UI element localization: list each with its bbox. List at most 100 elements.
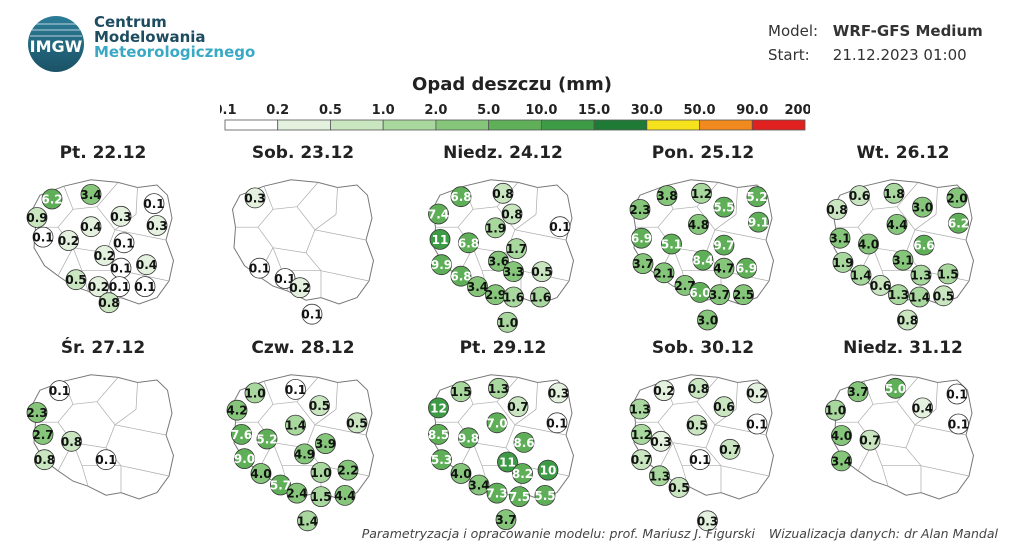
precip-value: 4.9 <box>294 447 315 461</box>
precip-marker <box>113 232 135 254</box>
precip-value: 1.7 <box>506 242 527 256</box>
precip-value: 1.6 <box>530 291 551 305</box>
precip-value: 1.3 <box>910 269 931 283</box>
precip-marker <box>146 215 168 236</box>
precip-value: 0.2 <box>653 384 674 398</box>
precip-marker <box>909 286 930 308</box>
precip-value: 1.5 <box>450 385 471 399</box>
precip-value: 9.9 <box>431 258 452 272</box>
precip-marker <box>503 261 524 283</box>
precip-marker <box>250 463 272 484</box>
precip-value: 0.1 <box>301 308 322 322</box>
precip-marker <box>697 309 718 331</box>
precip-value: 10 <box>540 464 557 478</box>
precip-marker <box>497 451 518 473</box>
precip-value: 0.6 <box>849 189 870 203</box>
precip-marker <box>691 182 712 204</box>
precip-marker <box>692 249 714 271</box>
map-date-title: Niedz. 24.12 <box>443 143 563 163</box>
precip-marker <box>143 193 165 215</box>
precip-value: 1.9 <box>485 221 506 235</box>
org-line-2: Modelowania <box>94 28 206 46</box>
precip-value: 4.0 <box>831 429 852 443</box>
org-line-3: Meteorologicznego <box>94 43 256 61</box>
precip-value: 5.2 <box>746 190 767 204</box>
precip-value: 4.4 <box>334 489 355 503</box>
precip-value: 5.7 <box>270 479 291 493</box>
credit-model: Parametryzacja i opracowanie modelu: pro… <box>361 526 755 541</box>
precip-marker <box>249 257 270 279</box>
precip-value: 2.7 <box>32 428 53 442</box>
precip-marker <box>631 227 652 249</box>
daily-map: Pt. 22.126.2 3.40.10.9 0.30.30.10.40.2 0.10… <box>26 143 175 314</box>
precip-marker <box>746 186 768 208</box>
precip-marker <box>286 482 308 504</box>
map-date-title: Niedz. 31.12 <box>843 338 963 358</box>
precip-value: 2.0 <box>946 191 967 205</box>
precip-value: 5.2 <box>256 433 277 447</box>
precip-marker <box>32 423 54 445</box>
precip-value: 6.2 <box>41 193 62 207</box>
precip-marker <box>346 412 368 434</box>
precip-value: 0.8 <box>492 187 513 201</box>
daily-map: Czw. 28.121.0 0.14.2 0.50.51.47.6 5.2 3.99.0… <box>226 338 375 532</box>
precip-value: 3.4 <box>468 479 489 493</box>
legend-tick-label: 0.1 <box>220 103 237 118</box>
precip-marker <box>58 230 79 251</box>
precip-marker <box>492 182 514 204</box>
legend-tick-label: 5.0 <box>477 103 500 118</box>
precip-value: 0.1 <box>549 220 570 234</box>
precip-marker <box>226 399 248 421</box>
precip-value: 11 <box>499 456 516 470</box>
precip-marker <box>883 182 905 204</box>
precip-marker <box>110 205 132 227</box>
precip-value: 0.8 <box>501 208 522 222</box>
precip-value: 2.9 <box>485 288 506 302</box>
region-border <box>914 187 938 231</box>
precip-value: 3.8 <box>656 189 677 203</box>
precip-value: 0.1 <box>109 280 130 294</box>
precip-value: 0.8 <box>688 382 709 396</box>
precip-value: 3.7 <box>495 513 516 527</box>
model-label: Model: <box>768 22 819 40</box>
precip-marker <box>530 286 551 308</box>
precip-value: 1.4 <box>297 514 318 528</box>
precip-value: 7.3 <box>486 487 507 501</box>
precip-marker <box>88 276 109 298</box>
precip-value: 0.4 <box>80 220 101 234</box>
precip-marker <box>506 238 527 260</box>
precip-marker <box>733 284 754 306</box>
precip-value: 0.1 <box>948 418 969 432</box>
precip-marker <box>713 196 735 218</box>
legend-tick-label: 2.0 <box>424 103 447 118</box>
precip-marker <box>297 510 318 532</box>
precip-marker <box>946 187 968 209</box>
legend-tick-label: 30.0 <box>631 103 663 118</box>
precip-marker <box>285 378 306 400</box>
precip-value: 0.5 <box>309 399 330 413</box>
precip-value: 0.1 <box>32 231 53 245</box>
precip-value: 11 <box>432 233 449 247</box>
precip-value: 3.3 <box>503 265 524 279</box>
precip-value: 0.3 <box>697 514 718 528</box>
region-border <box>257 226 316 254</box>
org-line-1: Centrum <box>94 13 167 31</box>
precip-marker <box>831 450 852 472</box>
precip-marker <box>231 423 252 445</box>
start-row: Start: 21.12.2023 01:00 <box>768 43 983 67</box>
precip-value: 3.1 <box>829 232 850 246</box>
precip-marker <box>668 476 690 498</box>
precip-value: 0.7 <box>507 400 528 414</box>
precip-marker <box>315 433 336 455</box>
precip-marker <box>697 510 718 532</box>
imgw-logo: IMGW <box>28 16 84 72</box>
precip-value: 1.3 <box>488 382 509 396</box>
precip-marker <box>825 399 846 421</box>
precip-value: 1.3 <box>649 469 670 483</box>
region-border <box>514 187 538 231</box>
country-outline <box>31 179 175 305</box>
precip-marker <box>531 261 553 283</box>
precip-value: 0.5 <box>65 273 86 287</box>
precip-value: 6.9 <box>631 232 652 246</box>
precip-value: 1.4 <box>850 269 871 283</box>
